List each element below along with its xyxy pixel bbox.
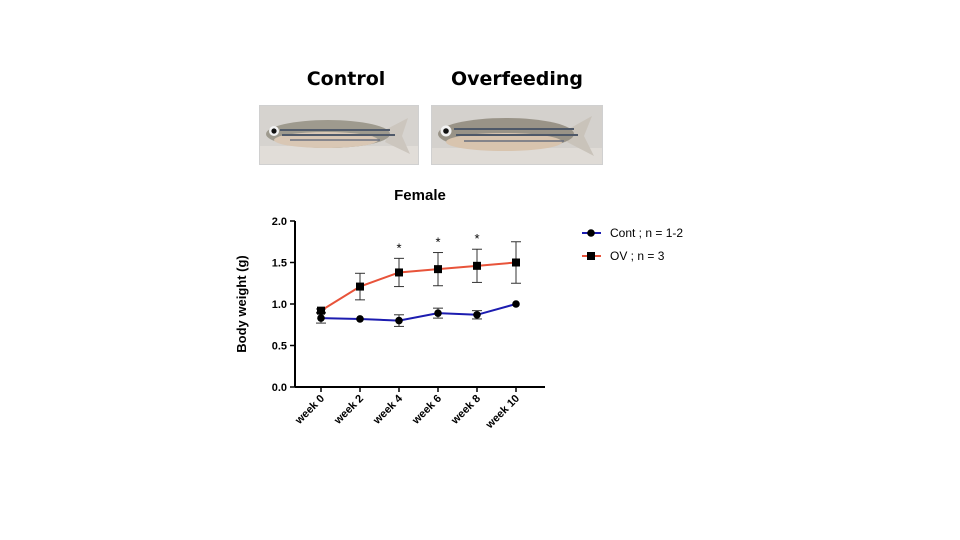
control-photo-label: Control <box>306 68 386 90</box>
data-point <box>473 310 481 319</box>
data-point <box>512 300 520 308</box>
data-point <box>512 258 520 267</box>
series-line <box>320 303 517 322</box>
y-tick-label: 0.5 <box>272 341 287 353</box>
y-tick-label: 0.0 <box>272 382 287 394</box>
data-point <box>473 261 481 270</box>
series-overfeeding <box>316 241 521 315</box>
y-tick-label: 1.5 <box>272 258 287 270</box>
legend-marker <box>587 252 595 260</box>
control-fish-image <box>260 106 418 164</box>
y-axis-label: Body weight (g) <box>234 255 249 353</box>
significance-star: * <box>435 235 440 250</box>
data-point <box>356 282 364 291</box>
control-fish-photo <box>259 105 419 165</box>
legend-label: OV ; n = 3 <box>610 249 665 263</box>
data-point <box>434 309 442 317</box>
x-tick-label: week 8 <box>448 393 483 428</box>
data-point <box>317 306 325 315</box>
y-tick-label: 2.0 <box>272 216 287 228</box>
overfeeding-photo-label: Overfeeding <box>450 68 584 90</box>
data-point <box>395 268 403 277</box>
significance-star: * <box>474 231 479 246</box>
legend: Cont ; n = 1-2 OV ; n = 3 <box>582 226 683 263</box>
overfeeding-fish-photo <box>431 105 603 165</box>
series-line <box>320 261 517 312</box>
x-tick-label: week 2 <box>331 393 366 428</box>
legend-marker <box>587 229 595 237</box>
data-point <box>317 314 325 322</box>
legend-item: Cont ; n = 1-2 <box>582 226 683 240</box>
x-tick-label: week 0 <box>292 393 327 428</box>
legend-label: Cont ; n = 1-2 <box>610 226 683 240</box>
y-tick-label: 1.0 <box>272 299 287 311</box>
significance-markers: * * * <box>396 231 479 255</box>
chart-title: Female <box>394 187 446 204</box>
overfeeding-fish-image <box>432 106 602 164</box>
data-point <box>434 265 442 274</box>
significance-star: * <box>396 240 401 255</box>
data-point <box>395 316 403 325</box>
series-layer: * * * <box>316 231 521 327</box>
data-point <box>356 315 364 323</box>
legend-item: OV ; n = 3 <box>582 249 665 263</box>
x-tick-label: week 10 <box>483 393 522 432</box>
x-tick-label: week 4 <box>370 392 405 427</box>
series-control <box>316 300 520 327</box>
x-tick-label: week 6 <box>409 393 444 428</box>
